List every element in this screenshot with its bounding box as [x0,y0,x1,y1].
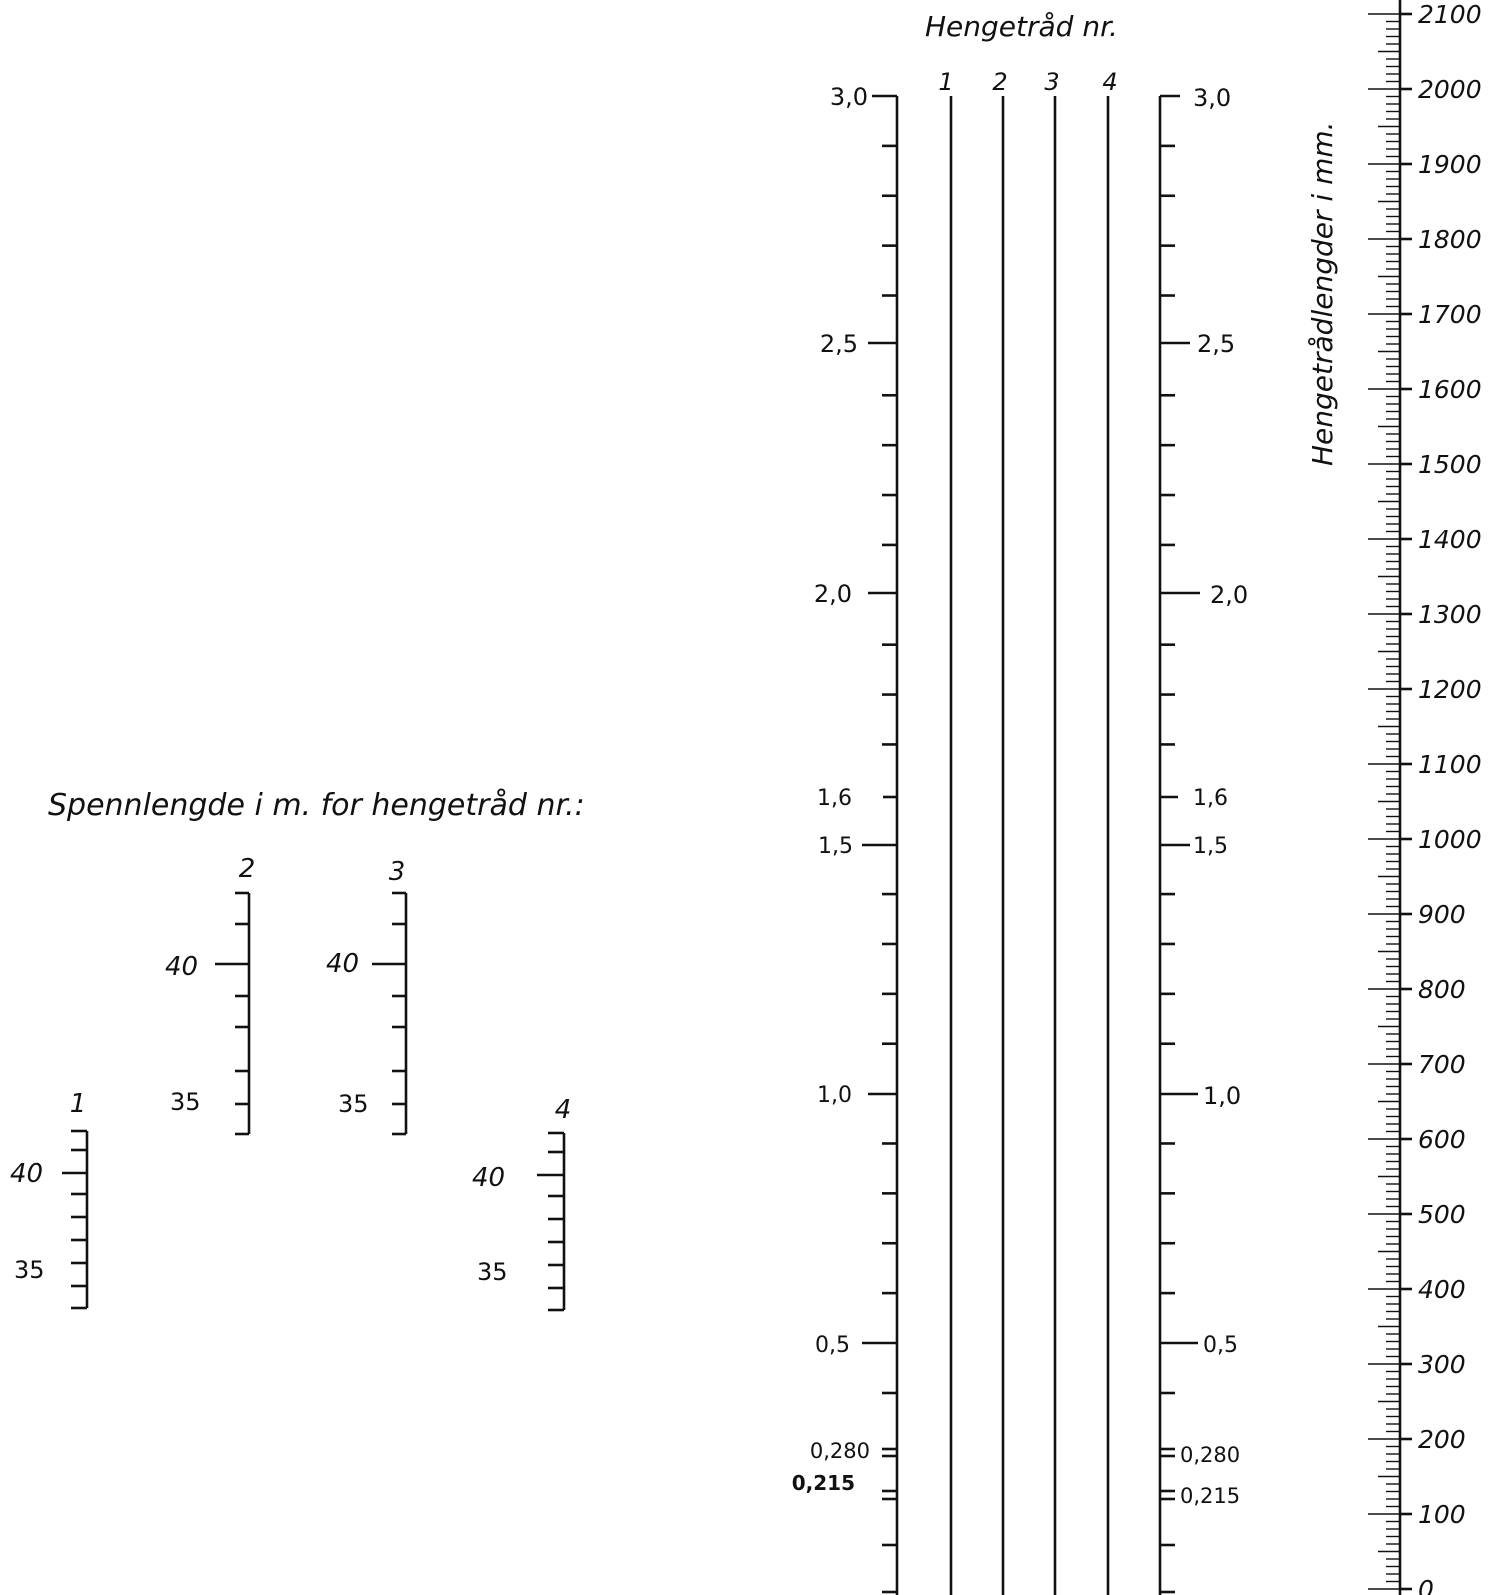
length-label: 1600 [1418,375,1482,404]
hanger-number-3: 3 [1044,68,1059,96]
span-title: Spennlengde i m. for hengetråd nr.: [48,788,585,823]
span-scale-2-tick-40: 40 [165,952,198,982]
span-scale-3-tick-40: 40 [326,949,359,979]
left-label-2-0: 2,0 [814,580,852,608]
length-label: 300 [1418,1350,1466,1379]
span-scale-2-tick-35: 35 [170,1088,201,1116]
right-label-3-0: 3,0 [1193,84,1231,112]
right-label-0-5: 0,5 [1203,1333,1238,1358]
length-label: 2100 [1418,0,1482,29]
left-label-0-215: 0,215 [792,1471,855,1495]
span-scale-3-label: 3 [389,857,406,887]
length-label: 500 [1418,1200,1466,1229]
span-scale-2: 2 40 35 [165,854,256,1136]
left-label-2-5: 2,5 [820,330,858,358]
span-scale-1: 1 40 35 [10,1089,89,1310]
right-label-1-0: 1,0 [1203,1082,1241,1110]
left-label-1-0: 1,0 [817,1083,852,1108]
center-scale-ticks [882,144,1175,1594]
span-scales: 1 40 35 2 40 35 [10,854,572,1312]
span-scale-4-tick-35: 35 [477,1258,508,1286]
length-label: 0 [1418,1575,1434,1595]
length-scale-labels: 2100200019001800170016001500140013001200… [1418,0,1482,1595]
length-label: 2000 [1418,75,1482,104]
right-label-0-215: 0,215 [1180,1484,1240,1508]
left-scale-labels: 3,0 2,5 2,0 1,6 1,5 1,0 0,5 0,280 0,215 [792,83,897,1501]
length-label: 200 [1418,1425,1466,1454]
span-scale-4-label: 4 [555,1095,572,1125]
length-label: 1200 [1418,675,1482,704]
length-label: 800 [1418,975,1466,1004]
hanger-number-2: 2 [992,68,1007,96]
left-label-0-280: 0,280 [810,1439,870,1463]
span-scale-1-tick-35: 35 [14,1256,45,1284]
left-label-1-6: 1,6 [817,786,852,811]
right-scale-labels: 3,0 2,5 2,0 1,6 1,5 1,0 0,5 0,280 0,215 [1160,84,1248,1508]
length-label: 1100 [1418,750,1482,779]
length-label: 100 [1418,1500,1466,1529]
hanger-number-title: Hengetråd nr. [925,10,1118,43]
span-scale-3-tick-35: 35 [338,1090,369,1118]
span-scale-3: 3 40 35 [326,857,408,1136]
length-label: 1700 [1418,300,1482,329]
left-label-3-0: 3,0 [830,83,868,111]
right-label-0-280: 0,280 [1180,1443,1240,1467]
length-label: 600 [1418,1125,1466,1154]
span-scale-1-tick-40: 40 [10,1159,43,1189]
length-label: 700 [1418,1050,1466,1079]
left-label-0-5: 0,5 [815,1333,850,1358]
length-scale-ticks [1368,12,1412,1591]
span-scale-4-tick-40: 40 [472,1163,505,1193]
left-label-1-5: 1,5 [818,834,853,859]
span-scale-1-label: 1 [70,1089,87,1119]
hanger-number-1: 1 [938,68,953,96]
length-label: 1900 [1418,150,1482,179]
right-label-1-6: 1,6 [1193,786,1228,811]
length-label: 1300 [1418,600,1482,629]
length-label: 1800 [1418,225,1482,254]
length-label: 1500 [1418,450,1482,479]
length-label: 400 [1418,1275,1466,1304]
span-scale-4: 4 40 35 [472,1095,572,1312]
lengths-axis-title: Hengetrådlengder i mm. [1306,121,1339,466]
length-label: 1400 [1418,525,1482,554]
right-label-2-5: 2,5 [1197,330,1235,358]
hanger-number-4: 4 [1102,68,1117,96]
length-label: 900 [1418,900,1466,929]
right-label-2-0: 2,0 [1210,581,1248,609]
span-scale-2-label: 2 [239,854,256,884]
right-label-1-5: 1,5 [1193,834,1228,859]
length-label: 1000 [1418,825,1482,854]
